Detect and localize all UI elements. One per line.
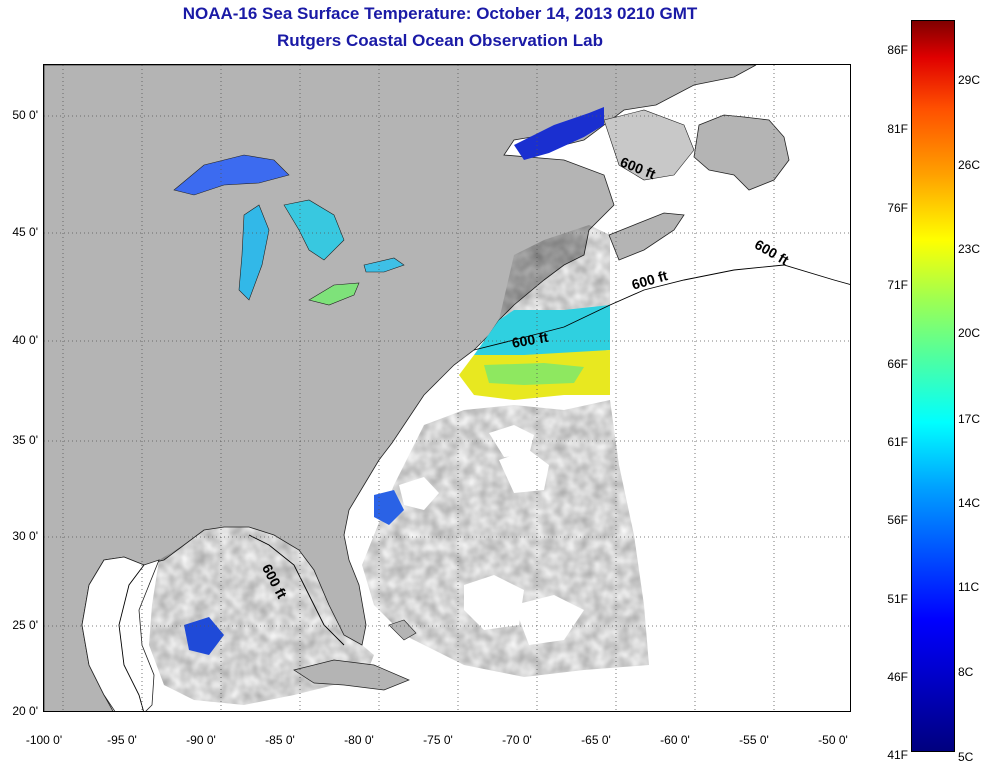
colorbar-label-fahrenheit: 46F xyxy=(887,670,908,684)
lake-michigan xyxy=(238,204,270,301)
st-lawrence-water xyxy=(514,107,604,160)
cloud-patch xyxy=(464,575,524,630)
contour-line-600ft xyxy=(473,264,850,351)
lat-tick-label: 50 0' xyxy=(12,108,38,122)
sst-warm-gulf xyxy=(149,527,374,705)
cloud-patch xyxy=(489,425,534,457)
lake-ontario xyxy=(363,257,405,273)
colorbar-label-celsius: 8C xyxy=(958,665,974,679)
sst-map-canvas xyxy=(44,65,850,711)
bahamas-land xyxy=(388,619,417,641)
colorbar-label-fahrenheit: 51F xyxy=(887,592,908,606)
cloud-patch xyxy=(499,450,549,493)
lon-tick-label: -85 0' xyxy=(265,733,295,747)
lat-tick-label: 45 0' xyxy=(12,225,38,239)
colorbar-label-celsius: 29C xyxy=(958,73,981,87)
graticule xyxy=(44,65,850,711)
colorbar-label-celsius: 14C xyxy=(958,496,981,510)
lon-tick-label: -100 0' xyxy=(25,733,63,747)
newfoundland-land xyxy=(693,114,790,191)
lat-tick-label: 30 0' xyxy=(12,529,38,543)
colorbar-label-fahrenheit: 71F xyxy=(887,278,908,292)
colorbar-label-celsius: 11C xyxy=(958,580,980,594)
sst-cool-patch xyxy=(184,617,224,655)
colorbar-label-fahrenheit: 66F xyxy=(887,357,908,371)
colorbar-label-celsius: 23C xyxy=(958,242,981,256)
contour-line-600ft xyxy=(248,534,345,646)
lon-tick-label: -75 0' xyxy=(423,733,453,747)
nova-scotia-land xyxy=(608,212,685,261)
lake-superior xyxy=(173,154,290,196)
colorbar-label-celsius: 26C xyxy=(958,158,981,172)
lat-tick-label: 25 0' xyxy=(12,618,38,632)
colorbar-label-celsius: 17C xyxy=(958,412,981,426)
colorbar-label-fahrenheit: 41F xyxy=(887,748,908,762)
sst-transition-green xyxy=(484,363,584,385)
temperature-colorbar xyxy=(911,20,955,752)
colorbar-label-celsius: 20C xyxy=(958,326,981,340)
map-title: NOAA-16 Sea Surface Temperature: October… xyxy=(182,4,698,23)
lon-tick-label: -90 0' xyxy=(186,733,216,747)
cloud-patch xyxy=(399,477,439,510)
lon-tick-label: -95 0' xyxy=(107,733,137,747)
lat-tick-label: 20 0' xyxy=(12,704,38,718)
colorbar-label-fahrenheit: 81F xyxy=(887,122,908,136)
lon-tick-label: -50 0' xyxy=(818,733,848,747)
colorbar-label-fahrenheit: 61F xyxy=(887,435,908,449)
map-subtitle: Rutgers Coastal Ocean Observation Lab xyxy=(277,31,603,50)
lat-tick-label: 40 0' xyxy=(12,333,38,347)
lake-erie xyxy=(308,282,360,306)
colorbar-label-celsius: 5C xyxy=(958,750,974,764)
lat-tick-label: 35 0' xyxy=(12,433,38,447)
cuba-land xyxy=(293,659,410,691)
lon-tick-label: -60 0' xyxy=(660,733,690,747)
lon-tick-label: -55 0' xyxy=(739,733,769,747)
colorbar-label-fahrenheit: 56F xyxy=(887,513,908,527)
lon-tick-label: -80 0' xyxy=(344,733,374,747)
sst-map: 600 ft 600 ft 600 ft 600 ft 600 ft xyxy=(43,64,851,712)
lon-tick-label: -65 0' xyxy=(581,733,611,747)
contour-line-600ft xyxy=(118,564,145,711)
sst-cool-patch xyxy=(374,490,404,525)
sst-cold-shelf xyxy=(499,225,610,335)
gulf-st-lawrence-shelf xyxy=(603,109,695,181)
colorbar-label-fahrenheit: 86F xyxy=(887,43,908,57)
lon-tick-label: -70 0' xyxy=(502,733,532,747)
colorbar-label-fahrenheit: 76F xyxy=(887,201,908,215)
cloud-patch xyxy=(514,595,584,645)
